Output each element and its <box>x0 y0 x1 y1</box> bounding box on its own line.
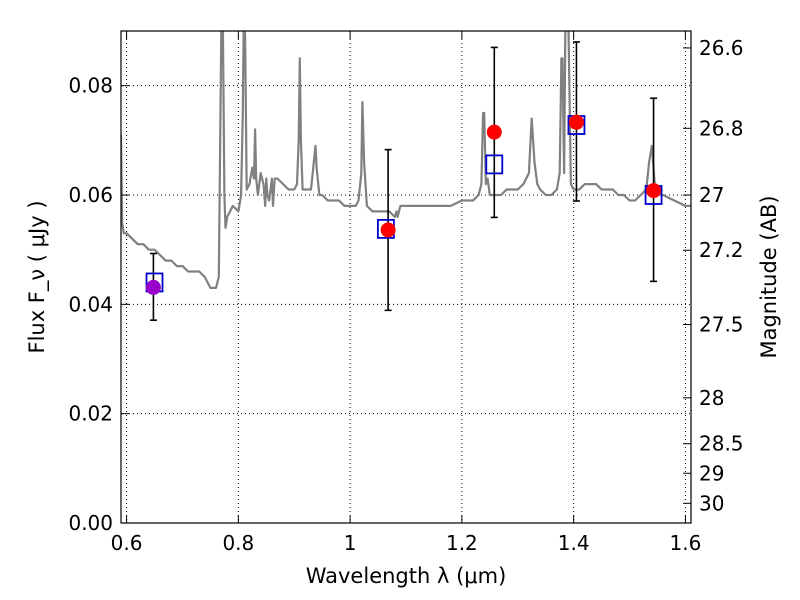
grid <box>121 31 691 523</box>
mag-tick-label: 29 <box>699 461 724 485</box>
mag-tick-label: 30 <box>699 491 724 515</box>
y-tick-label: 0.08 <box>68 74 113 98</box>
mag-tick-label: 26.6 <box>699 36 744 60</box>
observed-point <box>646 183 661 198</box>
observed-point <box>487 125 502 140</box>
observed-point <box>381 222 396 237</box>
y-tick-label: 0.06 <box>68 183 113 207</box>
spectrum-line <box>121 4 691 288</box>
x-tick-label: 1.6 <box>670 531 702 555</box>
mag-tick-label: 28.5 <box>699 432 744 456</box>
y-tick-label: 0.00 <box>68 511 113 535</box>
y-axis-right-label: Magnitude (AB) <box>757 195 781 358</box>
y-tick-label: 0.02 <box>68 402 113 426</box>
mag-tick-label: 26.8 <box>699 116 744 140</box>
observed-point <box>569 115 584 130</box>
x-tick-label: 1 <box>344 531 357 555</box>
mag-tick-label: 28 <box>699 386 724 410</box>
plot-frame <box>121 31 691 523</box>
x-axis-label: Wavelength λ (μm) <box>306 564 507 588</box>
mag-tick-label: 27 <box>699 183 724 207</box>
sed-chart: 0.6 0.8 1 1.2 1.4 1.6 0.00 0.02 0.04 0.06 0.08 26.6… <box>0 0 800 600</box>
x-tick-label: 1.2 <box>446 531 478 555</box>
model-spectrum <box>121 4 691 288</box>
x-tick-label: 1.4 <box>558 531 590 555</box>
y-tick-label: 0.04 <box>68 292 113 316</box>
mag-tick-label: 27.5 <box>699 313 744 337</box>
x-tick-label: 0.8 <box>222 531 254 555</box>
error-bars <box>150 42 657 320</box>
observed-point <box>146 280 161 295</box>
x-tick-label: 0.6 <box>111 531 143 555</box>
y-axis-label: Flux F_ν ( μJy ) <box>25 200 50 353</box>
ticks: 0.6 0.8 1 1.2 1.4 1.6 0.00 0.02 0.04 0.06 0.08 26.6… <box>68 31 743 555</box>
mag-tick-label: 27.2 <box>699 238 744 262</box>
